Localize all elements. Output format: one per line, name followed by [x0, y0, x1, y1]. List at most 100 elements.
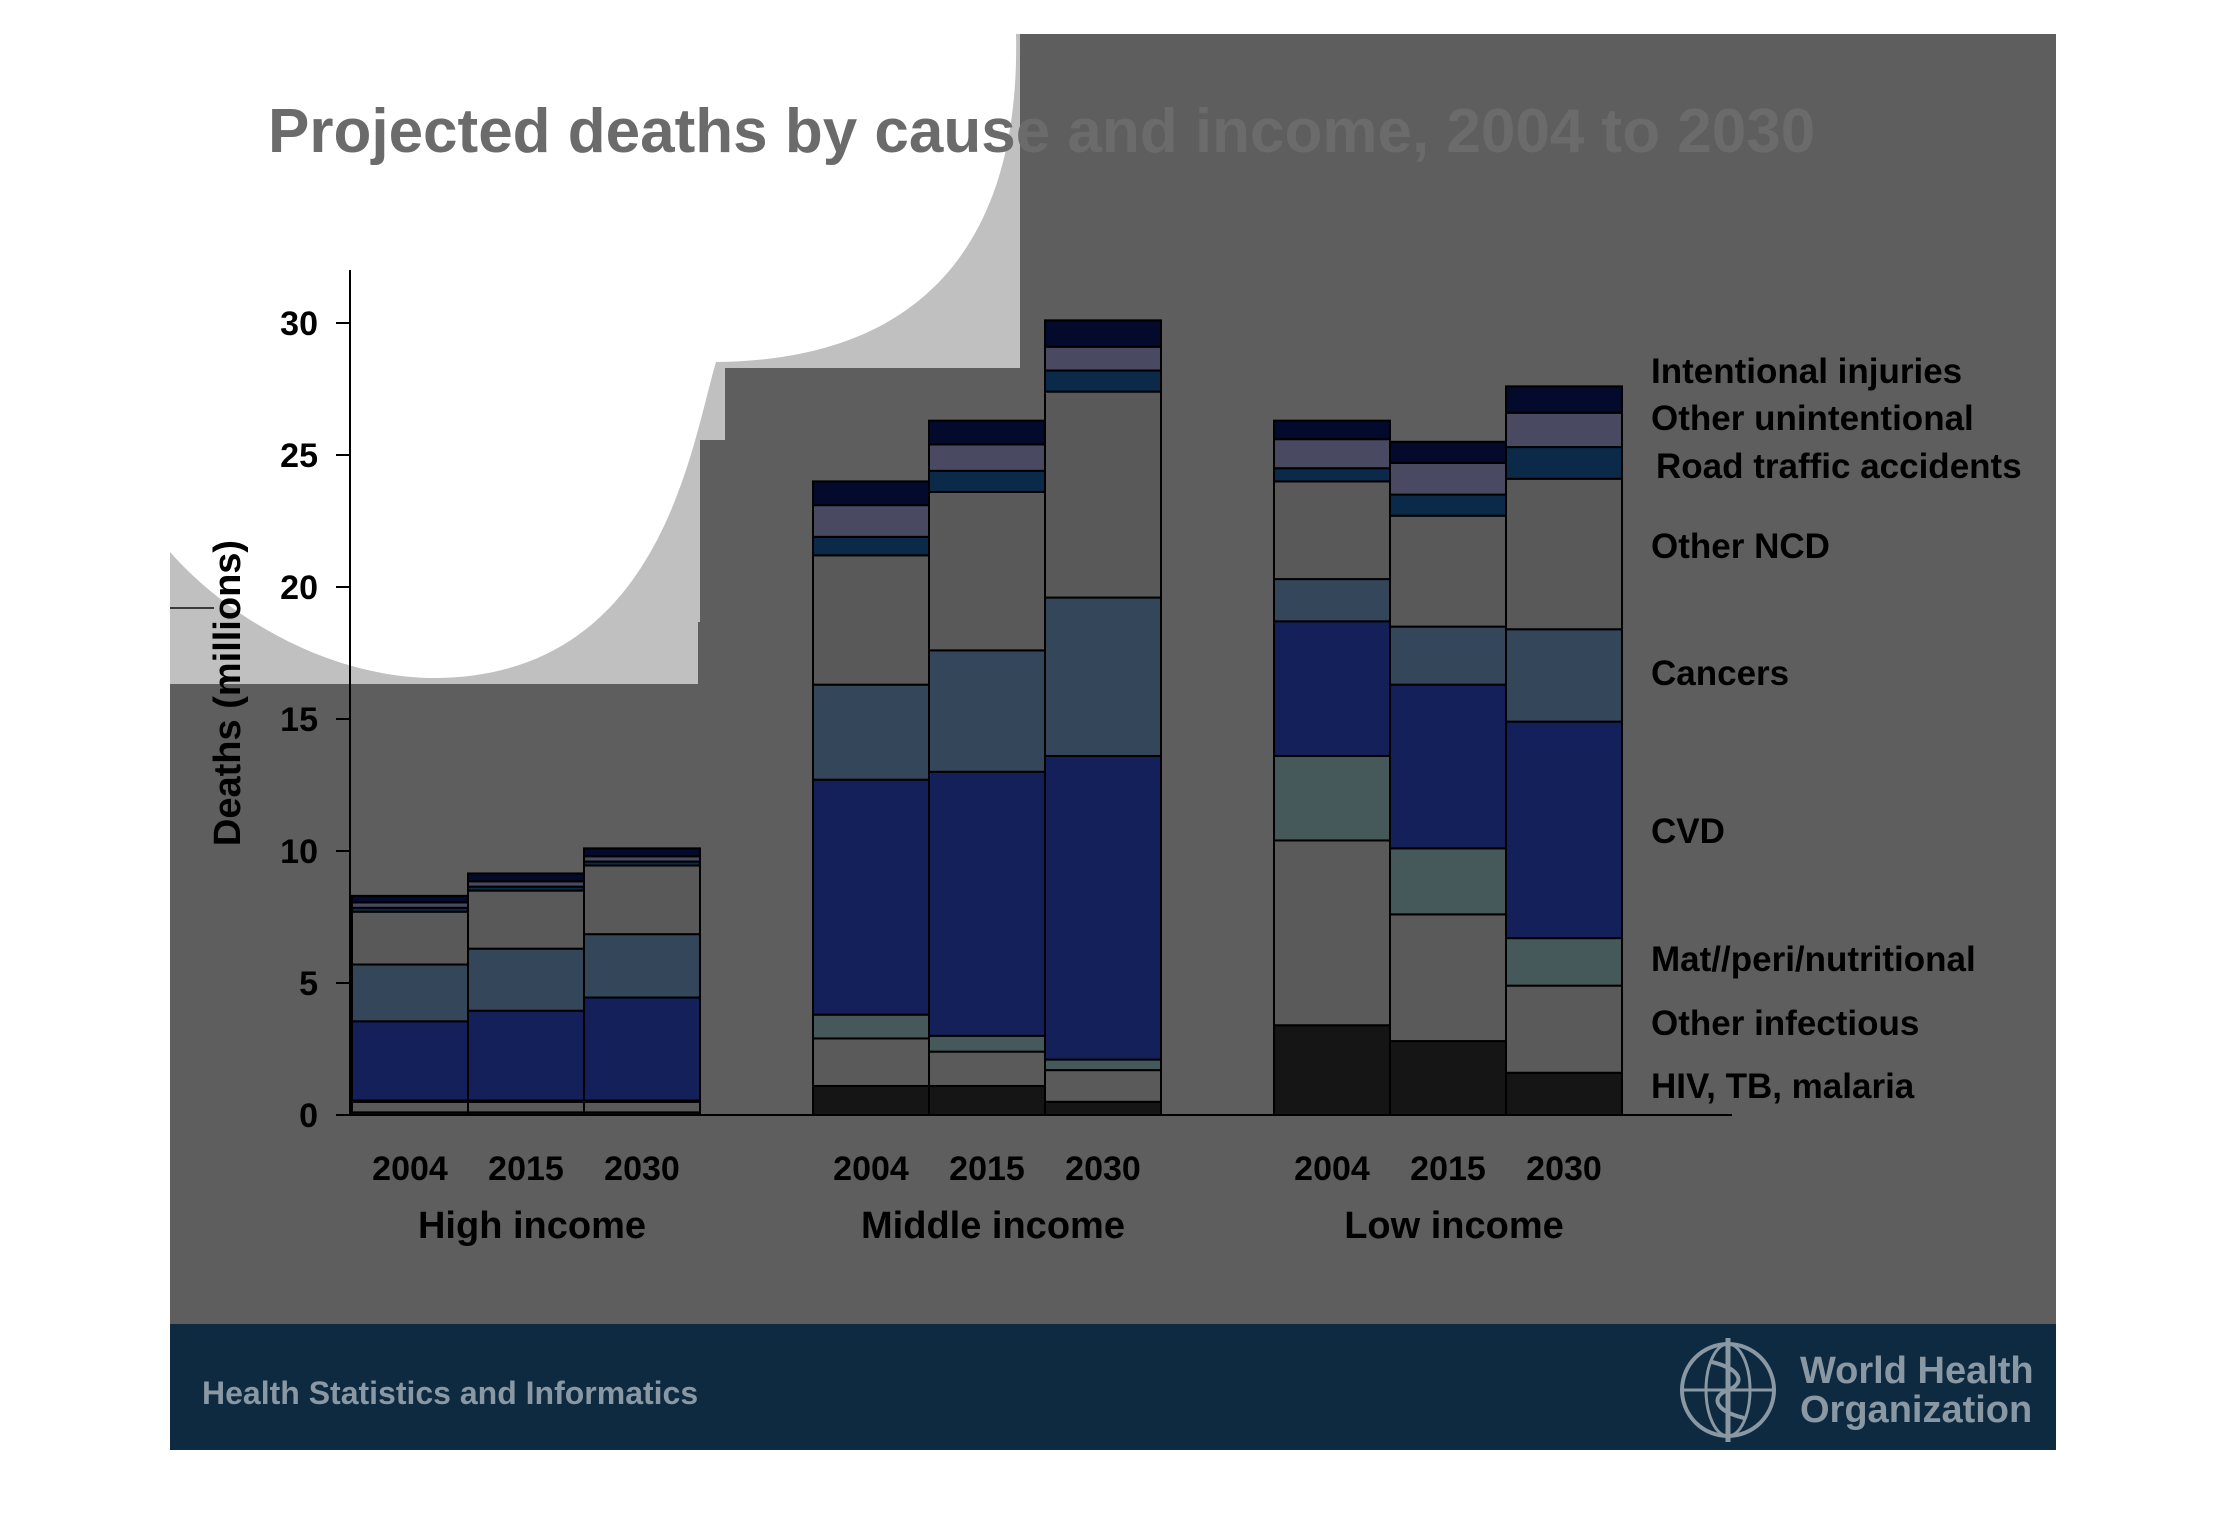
bar-segment	[1389, 625, 1507, 686]
bar-segment	[1389, 913, 1507, 1043]
legend-entry: CVD	[1651, 812, 1725, 851]
bar-segment	[467, 1009, 585, 1102]
bar-segment	[1389, 514, 1507, 628]
bar-segment	[1044, 390, 1162, 599]
bar-segment	[1273, 438, 1391, 470]
x-tick-label: 2030	[604, 1150, 680, 1188]
bar-segment	[583, 864, 701, 936]
bar-stack-group	[351, 319, 1623, 1117]
slide-title: Projected deaths by cause and income, 20…	[268, 97, 1815, 166]
legend: HIV, TB, malaria Other infectious Mat//per…	[1651, 352, 2022, 1106]
y-tick-label: 15	[280, 701, 318, 739]
y-tick-label: 25	[280, 437, 318, 475]
bar-segment	[928, 1084, 1046, 1116]
bar-segment	[928, 419, 1046, 446]
bar-segment	[812, 504, 930, 538]
bar-segment	[1505, 984, 1623, 1074]
bar-segment	[1044, 1058, 1162, 1072]
logo-text-line2: Organization	[1800, 1389, 2032, 1431]
bar-segment	[1273, 467, 1391, 483]
bar-segment	[1389, 440, 1507, 464]
bar-segment	[928, 649, 1046, 773]
bar-segment	[1505, 477, 1623, 631]
bar-segment	[583, 1100, 701, 1114]
bar-segment	[1273, 754, 1391, 842]
legend-entry: Other NCD	[1651, 527, 1830, 566]
bar-segment	[1273, 419, 1391, 441]
bar-segment	[1273, 578, 1391, 623]
bar-segment	[1389, 683, 1507, 850]
legend-entry: Road traffic accidents	[1656, 447, 2022, 486]
bar-segment	[467, 1100, 585, 1114]
bar-segment	[351, 1100, 469, 1114]
x-tick-label: 2004	[833, 1150, 909, 1188]
bar-segment	[1389, 1040, 1507, 1116]
bar-segment	[1044, 754, 1162, 1061]
bar-segment	[928, 443, 1046, 472]
bar-segment	[812, 535, 930, 557]
who-emblem-icon	[1680, 1338, 1776, 1442]
x-tick-label: 2015	[949, 1150, 1025, 1188]
bar-segment	[1505, 446, 1623, 480]
bar-segment	[1044, 596, 1162, 757]
bar-segment	[812, 554, 930, 686]
bar-segment	[1389, 493, 1507, 517]
legend-entry: Other unintentional	[1651, 399, 1974, 438]
bar-segment	[812, 1084, 930, 1116]
group-label: Low income	[1344, 1205, 1564, 1247]
bar-segment	[583, 847, 701, 858]
bar-segment	[1273, 480, 1391, 581]
bar-segment	[1389, 847, 1507, 916]
bar-segment	[1273, 620, 1391, 757]
bar-segment	[1389, 461, 1507, 496]
bar-segment	[1044, 1100, 1162, 1117]
y-tick-label: 5	[299, 965, 318, 1003]
legend-entry: Mat//peri/nutritional	[1651, 940, 1976, 979]
logo-text-line1: World Health	[1800, 1350, 2034, 1392]
bar-segment	[351, 910, 469, 966]
bar-segment	[928, 1034, 1046, 1053]
bar-segment	[1505, 937, 1623, 987]
footer-text: Health Statistics and Informatics	[202, 1375, 698, 1411]
bar-segment	[928, 469, 1046, 493]
x-tick-label: 2015	[488, 1150, 564, 1188]
bar-segment	[1505, 1071, 1623, 1117]
bar-segment	[812, 480, 930, 507]
bar-segment	[812, 778, 930, 1016]
bar-segment	[928, 490, 1046, 652]
bar-segment	[812, 683, 930, 781]
bar-segment	[928, 770, 1046, 1037]
x-tick-label: 2030	[1526, 1150, 1602, 1188]
bar-segment	[1273, 1024, 1391, 1116]
bar-segment	[351, 1020, 469, 1102]
chart-axes	[336, 270, 1732, 1116]
y-tick-group: 0 5 10 15 20 25 30	[280, 305, 350, 1135]
bar-segment	[1044, 345, 1162, 372]
y-tick-label: 10	[280, 833, 318, 871]
x-tick-label: 2030	[1065, 1150, 1141, 1188]
y-axis-label: Deaths (millions)	[207, 540, 249, 846]
bar-segment	[812, 1037, 930, 1087]
x-tick-label: 2015	[1410, 1150, 1486, 1188]
bar-segment	[1505, 720, 1623, 940]
legend-entry: Intentional injuries	[1651, 352, 1962, 391]
x-label-group: 2004 2015 2030 High income 2004 2015 2030 Middl…	[372, 1150, 1602, 1247]
legend-entry: Cancers	[1651, 654, 1789, 693]
x-tick-label: 2004	[372, 1150, 448, 1188]
bar-segment	[1273, 839, 1391, 1027]
legend-entry: HIV, TB, malaria	[1651, 1067, 1915, 1106]
x-tick-label: 2004	[1294, 1150, 1370, 1188]
bar-segment	[812, 1013, 930, 1040]
bar-segment	[467, 889, 585, 950]
bar-segment	[351, 963, 469, 1023]
bar-segment	[1505, 385, 1623, 414]
group-label: High income	[418, 1205, 646, 1247]
y-tick-label: 30	[280, 305, 318, 343]
bar-segment	[928, 1050, 1046, 1087]
decorative-white-shape	[170, 34, 1017, 679]
bar-segment	[467, 872, 585, 883]
bar-segment	[1044, 319, 1162, 348]
bar-segment	[467, 947, 585, 1012]
